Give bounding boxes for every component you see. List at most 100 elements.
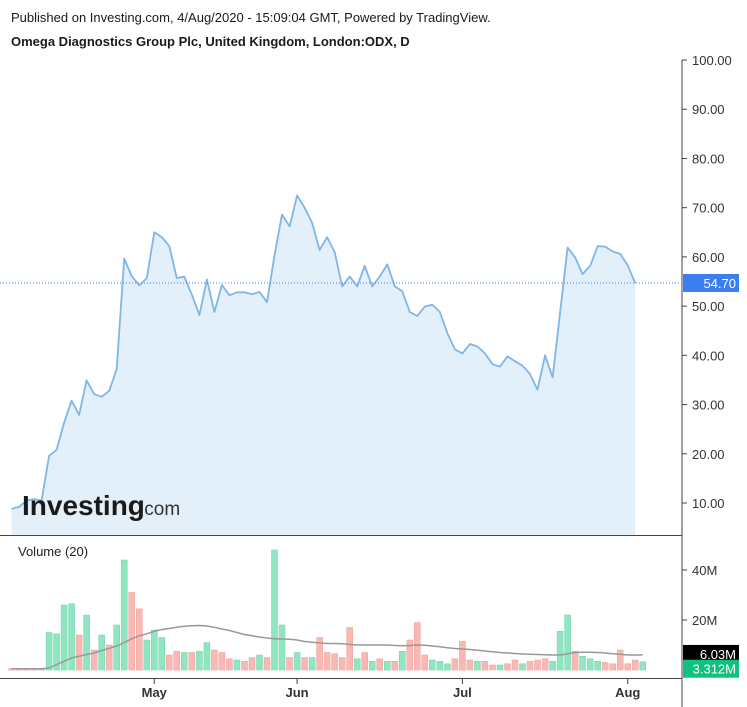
volume-bar [519, 663, 526, 671]
volume-bar [639, 661, 647, 671]
volume-bar [271, 549, 278, 671]
volume-bar [586, 658, 594, 671]
investing-logo: Investing .com [22, 490, 180, 521]
volume-bar [68, 603, 75, 671]
volume-bar [421, 654, 429, 671]
volume-bar [60, 604, 68, 671]
volume-bar [90, 649, 98, 671]
logo-suffix: .com [139, 499, 180, 520]
volume-bar [346, 627, 353, 671]
price-axis-ticks: 10.00 20.00 30.00 40.00 50.00 60.00 70.00 80.00… [682, 53, 732, 511]
volume-bar [414, 622, 421, 671]
volume-bar [151, 629, 158, 671]
volume-bar [353, 658, 361, 671]
volume-bar [120, 559, 128, 671]
volume-bar [308, 657, 316, 671]
volume-ma [11, 624, 643, 670]
time-axis-ticks: May Jun Jul Aug [142, 678, 640, 700]
volume-bar [263, 657, 271, 671]
volume-ma-badge-bg [683, 644, 739, 663]
volume-tick-label: 20M [692, 613, 717, 628]
volume-bar [105, 644, 113, 671]
price-line [11, 194, 637, 510]
price-tick-label: 90.00 [692, 102, 725, 117]
volume-bar [376, 658, 383, 671]
volume-bar [173, 651, 181, 671]
symbol-title: Omega Diagnostics Group Plc, United King… [11, 34, 410, 49]
volume-title: Volume (20) [18, 544, 88, 559]
volume-bar [624, 663, 631, 671]
volume-bar [53, 633, 60, 671]
time-tick-label: May [142, 685, 168, 700]
volume-bar [98, 634, 105, 671]
volume-bar [594, 661, 601, 671]
volume-bar [361, 652, 368, 671]
volume-bar [564, 614, 571, 671]
volume-bar [226, 658, 233, 671]
volume-bar [466, 659, 474, 671]
volume-bar [211, 649, 218, 671]
volume-badge-label: 3.312M [693, 662, 736, 677]
volume-bar [166, 654, 173, 671]
volume-bar [316, 637, 323, 671]
volume-bar [616, 649, 624, 671]
volume-bar [496, 664, 504, 671]
volume-bar [534, 659, 541, 671]
price-tick-label: 70.00 [692, 201, 725, 216]
volume-tick-label: 40M [692, 563, 717, 578]
volume-bar [549, 661, 556, 671]
volume-bar [601, 662, 609, 671]
price-line-series [0, 194, 682, 510]
volume-bar [391, 661, 399, 671]
volume-badge-bg [683, 659, 739, 678]
volume-bar [75, 634, 83, 671]
volume-bar [631, 659, 639, 671]
volume-bar [331, 653, 338, 671]
volume-bar [248, 657, 256, 671]
volume-bar [136, 608, 143, 671]
volume-bar [459, 641, 466, 671]
volume-bar [181, 652, 188, 671]
price-area-path [11, 195, 636, 535]
price-tick-label: 30.00 [692, 398, 725, 413]
volume-bar [504, 663, 511, 671]
logo-brand: Investing [22, 490, 145, 521]
volume-bar [218, 652, 226, 671]
volume-bar [128, 592, 135, 671]
volume-bar [579, 656, 586, 671]
volume-bar [203, 642, 211, 671]
volume-bar [429, 659, 436, 671]
volume-bar [368, 661, 376, 671]
volume-bar [241, 661, 248, 671]
published-caption: Published on Investing.com, 4/Aug/2020 -… [11, 10, 491, 25]
volume-bar [143, 639, 151, 671]
volume-bar [256, 654, 263, 671]
volume-bar [556, 631, 564, 671]
volume-bar [399, 651, 406, 671]
volume-bar [113, 624, 120, 671]
volume-bar [301, 657, 308, 671]
last-price-badge-label: 54.70 [703, 276, 736, 291]
volume-bar [436, 661, 444, 671]
volume-ma-badge-label: 6.03M [700, 647, 736, 662]
volume-bar [489, 664, 496, 671]
volume-bar [293, 652, 301, 671]
volume-bar [188, 652, 196, 671]
volume-bar [541, 658, 549, 671]
volume-ma-line [11, 624, 643, 670]
volume-bar [451, 658, 459, 671]
volume-bar [196, 651, 203, 671]
volume-bar [286, 657, 293, 671]
volume-bar [474, 661, 481, 671]
price-tick-label: 50.00 [692, 299, 725, 314]
volume-bars [8, 549, 647, 671]
volume-bar [158, 637, 166, 671]
volume-bar [83, 614, 90, 671]
price-tick-label: 10.00 [692, 496, 725, 511]
time-tick-label: Jun [286, 685, 309, 700]
volume-bar [45, 632, 53, 671]
price-tick-label: 40.00 [692, 348, 725, 363]
price-area-fill [11, 195, 636, 535]
